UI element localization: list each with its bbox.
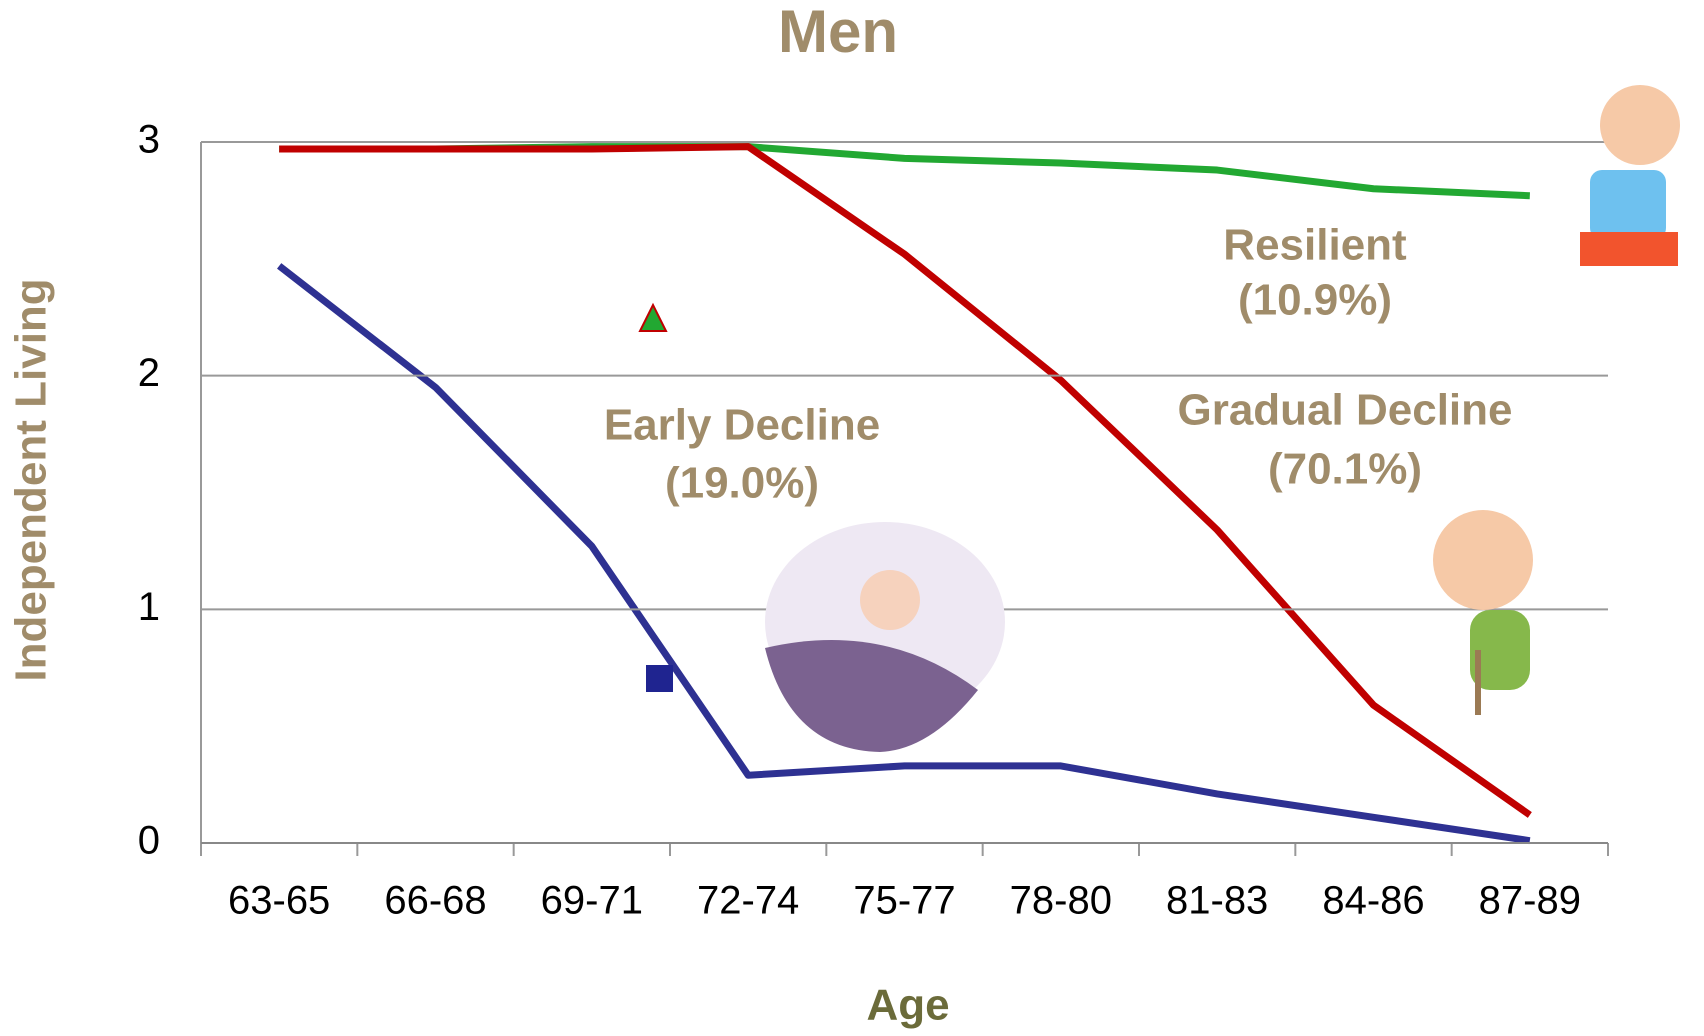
x-tick-label: 87-89	[1479, 879, 1581, 923]
annotation: (19.0%)	[665, 459, 819, 508]
line-series	[279, 143, 1532, 818]
annotation: (10.9%)	[1238, 276, 1392, 325]
annotation: Gradual Decline	[1177, 386, 1512, 435]
annotation: (70.1%)	[1268, 445, 1422, 494]
x-tick-label: 75-77	[853, 879, 955, 923]
marker-icon	[638, 302, 668, 332]
y-tick-label: 1	[138, 585, 160, 629]
line-series	[279, 143, 1530, 200]
y-tick-label: 0	[138, 819, 160, 863]
x-tick-label: 63-65	[228, 879, 330, 923]
x-tick-label: 66-68	[384, 879, 486, 923]
x-tick-label: 72-74	[697, 879, 799, 923]
annotation: Early Decline	[604, 401, 880, 450]
marker-icon	[646, 665, 673, 692]
x-tick-label: 81-83	[1166, 879, 1268, 923]
y-tick-label: 2	[138, 351, 160, 395]
x-tick-label: 78-80	[1010, 879, 1112, 923]
x-axis-label: Age	[866, 981, 949, 1030]
cartoon-resilient	[1580, 85, 1680, 266]
y-axis-label: Independent Living	[7, 278, 56, 681]
chart-title: Men	[778, 0, 898, 65]
line-series	[277, 263, 1531, 845]
x-tick-label: 84-86	[1322, 879, 1424, 923]
cartoon-walking	[1433, 510, 1533, 715]
x-tick-label: 69-71	[541, 879, 643, 923]
cartoon-sleeping	[765, 522, 1005, 752]
annotation: Resilient	[1223, 221, 1407, 270]
y-tick-label: 3	[138, 118, 160, 162]
